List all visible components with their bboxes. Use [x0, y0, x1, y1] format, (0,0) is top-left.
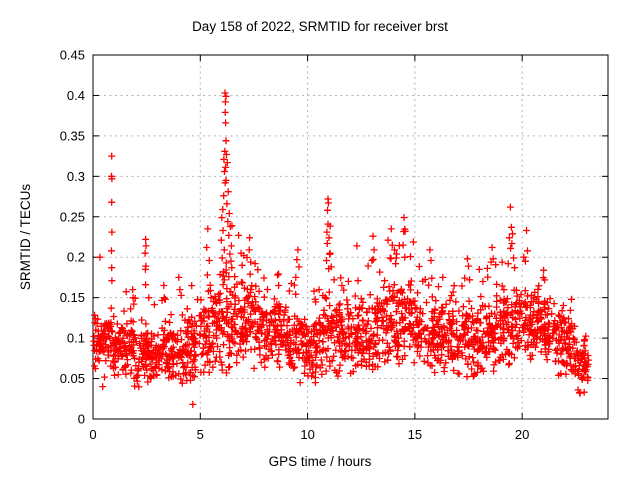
data-points — [90, 89, 593, 408]
y-tick-label: 0.1 — [67, 331, 85, 346]
y-tick-label: 0.2 — [67, 250, 85, 265]
x-tick-label: 10 — [300, 427, 314, 442]
y-tick-label: 0.15 — [60, 290, 85, 305]
y-tick-label: 0.45 — [60, 48, 85, 63]
x-axis-label: GPS time / hours — [268, 454, 372, 469]
y-tick-label: 0.05 — [60, 371, 85, 386]
x-tick-label: 15 — [408, 427, 422, 442]
y-tick-label: 0.3 — [67, 169, 85, 184]
x-tick-label: 20 — [515, 427, 529, 442]
x-tick-label: 0 — [89, 427, 96, 442]
x-tick-label: 5 — [197, 427, 204, 442]
y-tick-label: 0 — [78, 412, 85, 427]
y-tick-label: 0.4 — [67, 88, 85, 103]
y-tick-label: 0.25 — [60, 209, 85, 224]
y-tick-label: 0.35 — [60, 128, 85, 143]
chart-title: Day 158 of 2022, SRMTID for receiver brs… — [192, 19, 448, 34]
plot-border — [92, 54, 609, 420]
